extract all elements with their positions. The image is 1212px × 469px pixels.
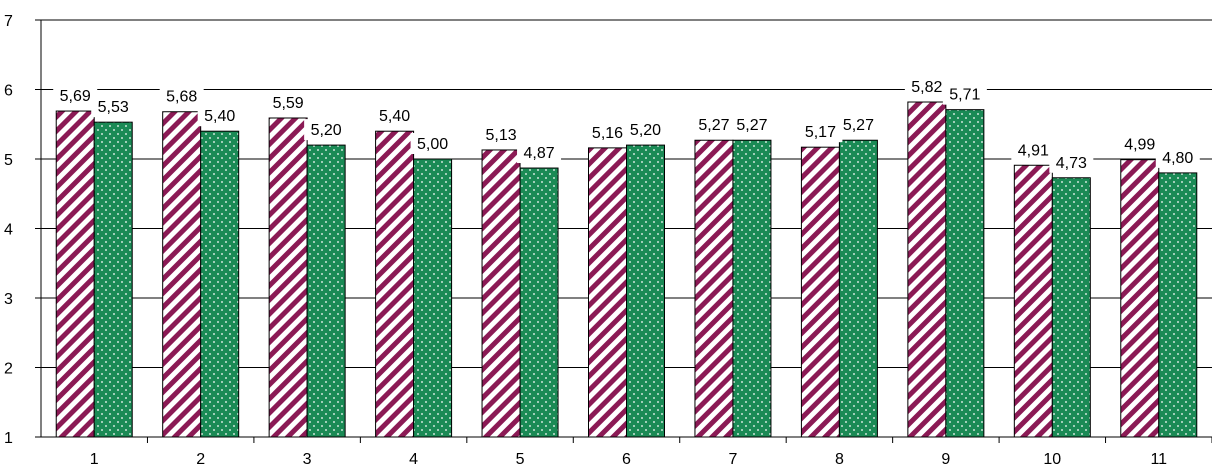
data-label-bg	[410, 133, 455, 154]
bar-series-1	[268, 117, 308, 438]
data-label-bg	[1117, 133, 1162, 155]
data-label-bg	[197, 105, 242, 127]
data-label-bg	[585, 121, 630, 143]
y-tick-label: 3	[4, 291, 13, 308]
bar-series-2	[1051, 177, 1091, 438]
x-tick-label: 6	[622, 451, 631, 468]
bars	[55, 101, 1198, 438]
data-label-bg	[798, 121, 843, 143]
data-label-bg	[304, 119, 349, 141]
data-label: 5,40	[379, 108, 410, 125]
bar-series-1	[55, 110, 95, 438]
bar-series-2	[838, 139, 878, 438]
data-label: 4,99	[1124, 137, 1155, 154]
data-label: 5,69	[60, 88, 91, 105]
data-label-bg	[159, 85, 204, 107]
bar-series-1	[162, 111, 202, 438]
bar-series-1	[1120, 159, 1160, 438]
data-label: 4,87	[523, 145, 554, 162]
data-label: 5,00	[417, 136, 448, 153]
y-tick-label: 1	[4, 430, 13, 447]
y-tick-label: 4	[4, 222, 13, 239]
data-label-bg	[1011, 139, 1056, 161]
bar-series-2	[626, 144, 665, 438]
bar-series-1	[1013, 164, 1053, 438]
data-label-bg	[942, 83, 987, 105]
data-label: 5,27	[698, 117, 729, 134]
bar-series-1	[375, 130, 415, 438]
data-label: 4,73	[1056, 155, 1087, 172]
x-tick-label: 10	[1043, 451, 1061, 468]
bar-series-1	[588, 147, 627, 438]
data-label-bg	[91, 96, 136, 118]
data-label-bg	[729, 114, 774, 136]
data-label: 5,82	[911, 79, 942, 96]
x-tick-label: 7	[729, 451, 738, 468]
bar-series-1	[907, 101, 947, 438]
data-label: 5,20	[311, 122, 342, 139]
data-label-bg	[53, 85, 98, 107]
data-label: 5,13	[485, 127, 516, 144]
data-label: 5,27	[843, 117, 874, 134]
data-label: 5,59	[273, 95, 304, 112]
data-label: 5,40	[204, 108, 235, 125]
bar-series-2	[413, 158, 453, 438]
x-tick-label: 2	[196, 451, 205, 468]
data-labels: 5,69 5,53 5,68 5,40 5,59 5,20 5,40 5,00 5,13 4,87…	[53, 76, 1200, 173]
data-label: 5,68	[166, 89, 197, 106]
data-label-bg	[517, 142, 562, 164]
data-label: 5,16	[592, 125, 623, 142]
data-label: 4,91	[1018, 142, 1049, 159]
bar-series-2	[93, 121, 133, 438]
data-label-bg	[372, 105, 417, 127]
data-label: 4,80	[1162, 150, 1193, 167]
y-tick-label: 6	[4, 83, 13, 100]
data-label-bg	[266, 91, 311, 113]
bar-series-1	[800, 146, 840, 438]
data-label-bg	[1155, 146, 1200, 168]
data-label: 5,53	[98, 99, 129, 116]
x-tick-label: 8	[835, 451, 844, 468]
bar-series-2	[945, 109, 985, 438]
data-label-bg	[836, 114, 881, 136]
x-tick-label: 3	[303, 451, 312, 468]
bar-series-2	[732, 139, 772, 438]
data-label-bg	[904, 76, 949, 98]
x-tick-label: 9	[941, 451, 950, 468]
data-label-bg	[623, 119, 668, 141]
data-label: 5,27	[736, 117, 767, 134]
bar-series-1	[694, 139, 734, 438]
data-label-bg	[1049, 151, 1094, 173]
data-label-bg	[691, 114, 736, 136]
bar-series-2	[200, 130, 240, 438]
x-tick-label: 4	[409, 451, 418, 468]
bar-series-1	[481, 149, 521, 438]
y-tick-label: 5	[4, 152, 13, 169]
data-label: 5,71	[949, 87, 980, 104]
y-tick-label: 7	[4, 13, 13, 30]
bar-series-2	[306, 144, 346, 438]
bar-series-2	[519, 167, 559, 438]
x-tick-label: 5	[516, 451, 525, 468]
y-tick-label: 2	[4, 361, 13, 378]
data-label: 5,20	[630, 122, 661, 139]
data-label-bg	[479, 123, 524, 145]
axes: 1 2 3 4 5 6 7 1 2 3 4 5 6 7 8 9 10 11	[4, 13, 1212, 468]
data-label: 5,17	[805, 124, 836, 141]
x-tick-label: 11	[1150, 451, 1167, 468]
x-tick-label: 1	[90, 451, 99, 468]
bar-series-2	[1158, 172, 1198, 438]
